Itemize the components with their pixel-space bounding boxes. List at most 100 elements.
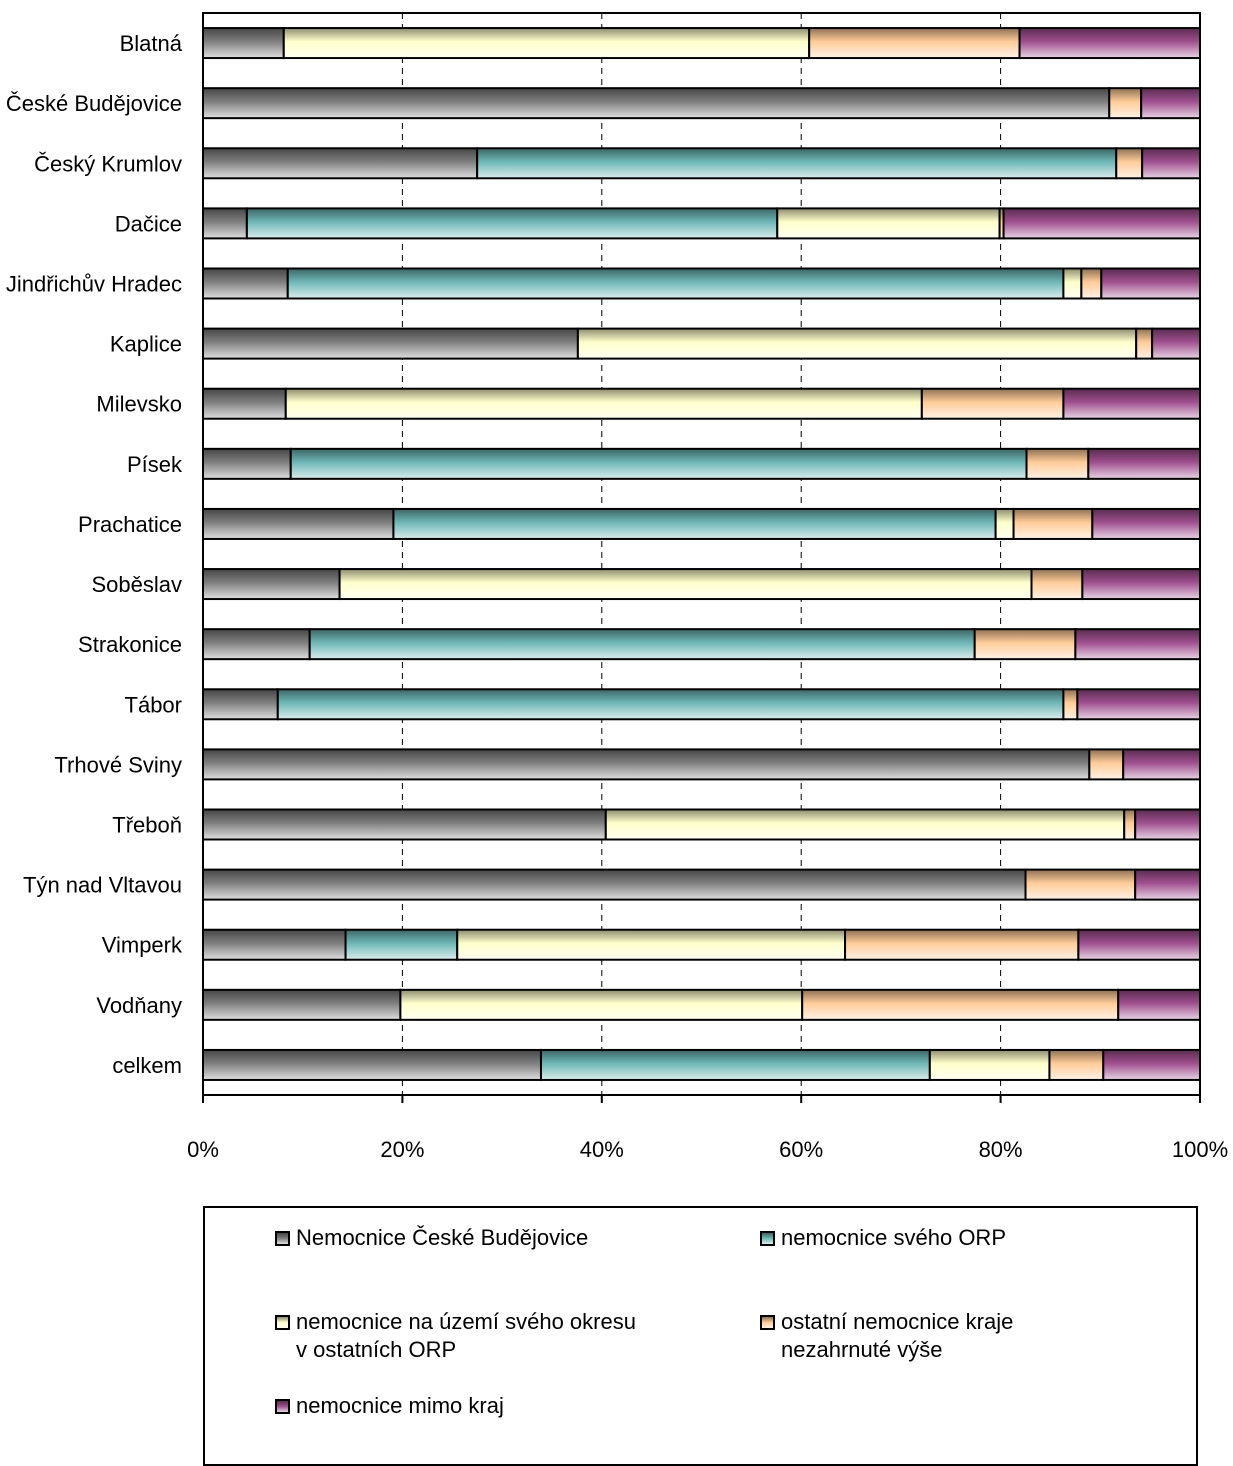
bar-segment-kraj [1088, 748, 1125, 781]
bar-segment-mimo [1091, 507, 1201, 540]
gridlines [401, 13, 1002, 1095]
legend-item-cb: Nemocnice České Budějovice [275, 1224, 588, 1252]
bar-segment-kraj [1135, 327, 1154, 360]
bar-segment-kraj [920, 387, 1065, 420]
bar-segment-cb [202, 207, 248, 240]
stacked-bar-chart: Blatná České Budějovice Český Krumlov Dačic… [6, 12, 1228, 1162]
legend-label: nemocnice na území svého okresu v ostatn… [296, 1309, 636, 1362]
bar-segment-cb [202, 568, 341, 601]
plot-area [202, 12, 1201, 1096]
x-tick-label: 40% [580, 1137, 624, 1162]
bar-segment-okres [776, 207, 1001, 240]
bar-segment-cb [202, 688, 279, 721]
bar-segment-kraj [973, 628, 1077, 661]
bar-segment-kraj [808, 27, 1021, 60]
x-axis: 0% 20% 40% 60% 80% 100% [187, 1095, 1228, 1162]
bar-segment-orp [476, 147, 1118, 180]
legend-item-orp: nemocnice svého ORP [760, 1224, 1006, 1252]
bar-segment-okres [338, 568, 1033, 601]
legend-item-okres: nemocnice na území svého okresu v ostatn… [275, 1308, 636, 1364]
bar-segment-cb [202, 327, 579, 360]
bar-segment-cb [202, 267, 289, 300]
bar-segment-orp [289, 447, 1028, 480]
bar-segment-kraj [1115, 147, 1144, 180]
x-tick-label: 20% [380, 1137, 424, 1162]
bar-segment-kraj [1048, 1048, 1105, 1081]
bar-segment-okres [994, 507, 1015, 540]
bar-segment-mimo [1140, 87, 1201, 120]
category-label: České Budějovice [6, 91, 182, 116]
bar-segment-cb [202, 628, 311, 661]
bar-segment-cb [202, 27, 285, 60]
legend-label: nemocnice mimo kraj [296, 1393, 504, 1418]
bar-segment-okres [604, 808, 1126, 841]
legend-swatch [275, 1399, 290, 1414]
bar-segment-mimo [1062, 387, 1202, 420]
legend-swatch [760, 1315, 775, 1330]
bar-segment-mimo [1087, 447, 1202, 480]
category-label: Strakonice [78, 632, 182, 657]
x-tick-label: 0% [187, 1137, 219, 1162]
bar-segment-mimo [1081, 568, 1202, 601]
bar-segment-mimo [1117, 988, 1201, 1021]
bar-segment-kraj [844, 928, 1080, 961]
legend-swatch [275, 1315, 290, 1330]
legend-item-kraj: ostatní nemocnice kraje nezahrnuté výše [760, 1308, 1013, 1364]
bar-segment-kraj [1123, 808, 1137, 841]
bars [202, 27, 1202, 1081]
bar-segment-mimo [1122, 748, 1201, 781]
bar-segment-orp [344, 928, 459, 961]
bar-segment-cb [202, 988, 402, 1021]
bar-segment-kraj [1062, 688, 1079, 721]
bar-segment-orp [276, 688, 1065, 721]
legend-item-mimo: nemocnice mimo kraj [275, 1392, 504, 1420]
legend-label: Nemocnice České Budějovice [296, 1225, 589, 1250]
bar-segment-cb [202, 387, 287, 420]
category-label: Týn nad Vltavou [23, 873, 182, 898]
bar-segment-mimo [1076, 688, 1202, 721]
bar-segment-mimo [1134, 808, 1201, 841]
bar-segment-kraj [1012, 507, 1094, 540]
bar-segment-cb [202, 868, 1027, 901]
bar-segment-cb [202, 147, 479, 180]
bar-segment-mimo [1151, 327, 1202, 360]
category-label: Dačice [115, 211, 182, 236]
bar-segment-kraj [1025, 447, 1090, 480]
category-label: celkem [112, 1053, 182, 1078]
bar-segment-mimo [1102, 1048, 1202, 1081]
bar-segment-cb [202, 447, 292, 480]
category-label: Český Krumlov [34, 151, 182, 176]
legend-label: nemocnice svého ORP [781, 1225, 1006, 1250]
bar-segment-okres [282, 27, 811, 60]
legend-swatch [760, 1231, 775, 1246]
bar-segment-mimo [1100, 267, 1201, 300]
bar-segment-kraj [1024, 868, 1137, 901]
bar-segment-orp [245, 207, 779, 240]
category-label: Vodňany [96, 993, 182, 1018]
x-tick-label: 80% [979, 1137, 1023, 1162]
bar-segment-cb [202, 507, 395, 540]
bar-segment-mimo [1018, 27, 1202, 60]
category-label: Tábor [125, 692, 182, 717]
category-label: Jindřichův Hradec [6, 272, 182, 297]
category-label: Písek [127, 452, 183, 477]
bar-segment-kraj [1108, 87, 1143, 120]
bar-segment-orp [308, 628, 976, 661]
bar-segment-orp [286, 267, 1065, 300]
category-label: Prachatice [78, 512, 182, 537]
bar-segment-kraj [1030, 568, 1084, 601]
category-label: Trhové Sviny [54, 752, 182, 777]
bar-segment-mimo [1074, 628, 1201, 661]
legend-swatch [275, 1231, 290, 1246]
bar-segment-kraj [1080, 267, 1103, 300]
category-label: Vimperk [102, 933, 183, 958]
category-label: Třeboň [112, 813, 182, 838]
category-label: Kaplice [110, 332, 182, 357]
bar-segment-cb [202, 1048, 542, 1081]
bar-segment-mimo [1002, 207, 1201, 240]
bar-segment-okres [284, 387, 923, 420]
bar-segment-okres [1062, 267, 1083, 300]
bar-segment-okres [928, 1048, 1051, 1081]
bar-segment-cb [202, 748, 1091, 781]
bar-segment-okres [576, 327, 1138, 360]
